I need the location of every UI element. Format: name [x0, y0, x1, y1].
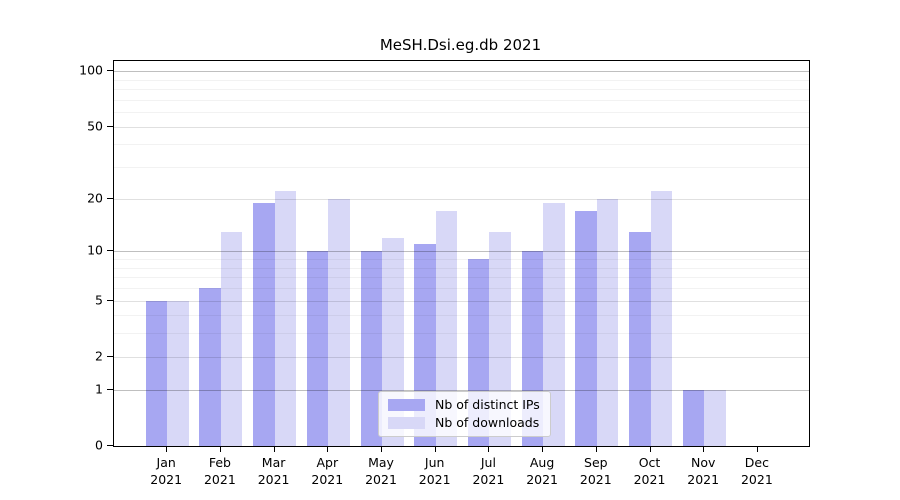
legend-label-downloads: Nb of downloads: [435, 415, 540, 430]
x-tick-jan: [166, 446, 168, 452]
x-tick-label-jan: Jan 2021: [150, 455, 183, 487]
legend-item-downloads: Nb of downloads: [388, 415, 540, 430]
x-tick-label-jul: Jul 2021: [472, 455, 505, 487]
x-tick-label-aug: Aug 2021: [526, 455, 558, 487]
y-tick-label-50: 50: [87, 118, 103, 134]
legend: Nb of distinct IPs Nb of downloads: [378, 391, 551, 437]
x-tick-jul: [488, 446, 490, 452]
x-tick-label-sep: Sep 2021: [579, 455, 612, 487]
bar-jun-downloads: [435, 211, 458, 446]
x-tick-nov: [703, 446, 705, 452]
x-tick-label-mar: Mar 2021: [257, 455, 290, 487]
x-tick-label-apr: Apr 2021: [311, 455, 344, 487]
y-tick-100: [107, 70, 113, 72]
x-tick-dec: [756, 446, 758, 452]
legend-swatch-distinct-ips: [388, 398, 425, 411]
y-tick-label-100: 100: [79, 62, 103, 78]
bar-mar-distinct-ips: [253, 202, 275, 446]
legend-label-distinct-ips: Nb of distinct IPs: [435, 397, 540, 412]
y-tick-20: [107, 197, 113, 199]
bar-sep-downloads: [596, 198, 619, 446]
legend-swatch-downloads: [388, 416, 425, 429]
x-tick-label-may: May 2021: [365, 455, 397, 487]
x-tick-mar: [273, 446, 275, 452]
y-tick-label-1: 1: [95, 381, 103, 397]
x-tick-sep: [595, 446, 597, 452]
bar-apr-distinct-ips: [306, 251, 329, 446]
y-tick-5: [107, 299, 113, 301]
plot-area: [113, 60, 810, 447]
x-tick-jun: [434, 446, 436, 452]
x-tick-label-jun: Jun 2021: [418, 455, 451, 487]
legend-item-distinct-ips: Nb of distinct IPs: [388, 397, 540, 412]
x-tick-apr: [327, 446, 329, 452]
y-tick-label-20: 20: [87, 190, 103, 206]
x-tick-label-nov: Nov 2021: [687, 455, 720, 487]
y-tick-50: [107, 125, 113, 127]
bar-jan-distinct-ips: [145, 300, 168, 446]
y-tick-0: [107, 445, 113, 446]
x-tick-aug: [542, 446, 544, 452]
bar-oct-downloads: [650, 191, 672, 446]
y-tick-label-2: 2: [95, 348, 103, 364]
y-tick-label-10: 10: [87, 242, 103, 258]
x-tick-label-oct: Oct 2021: [633, 455, 666, 487]
bars-layer: [114, 61, 809, 446]
bar-jan-downloads: [167, 300, 189, 446]
y-tick-label-5: 5: [95, 292, 103, 307]
bar-nov-downloads: [704, 389, 726, 446]
x-tick-may: [381, 446, 382, 452]
chart-title: MeSH.Dsi.eg.db 2021: [379, 36, 542, 54]
bar-oct-distinct-ips: [629, 231, 651, 446]
x-tick-label-dec: Dec 2021: [740, 455, 773, 487]
y-tick-10: [107, 250, 113, 252]
bar-apr-downloads: [328, 198, 350, 446]
bar-feb-distinct-ips: [199, 288, 221, 446]
bar-mar-downloads: [274, 191, 297, 446]
bar-aug-downloads: [543, 202, 565, 446]
y-tick-1: [107, 388, 113, 390]
x-tick-feb: [219, 446, 221, 452]
bar-may-distinct-ips: [360, 251, 382, 446]
bar-feb-downloads: [220, 231, 243, 446]
x-tick-oct: [649, 446, 651, 452]
y-tick-2: [107, 355, 113, 357]
y-tick-label-0: 0: [95, 437, 103, 453]
x-tick-label-feb: Feb 2021: [203, 455, 236, 487]
bar-sep-distinct-ips: [575, 211, 597, 446]
bar-nov-distinct-ips: [682, 389, 705, 446]
